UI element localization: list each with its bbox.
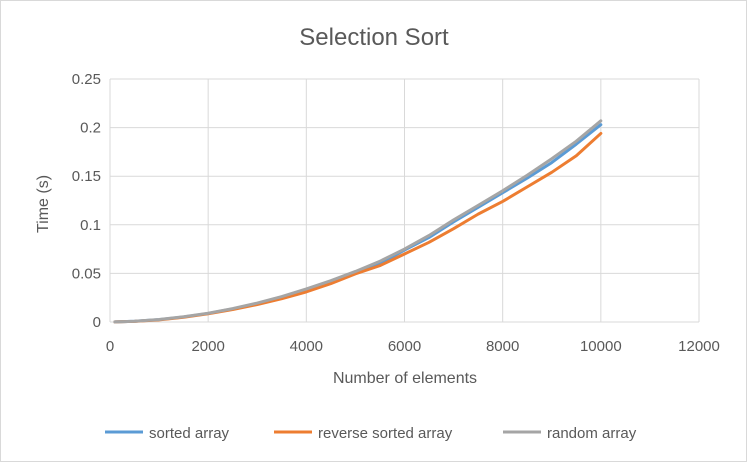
series-line-reverse-sorted-array — [113, 131, 603, 324]
series-lines — [113, 119, 603, 324]
legend-label: random array — [547, 425, 637, 442]
x-tick-label: 12000 — [678, 338, 720, 355]
y-tick-label: 0 — [93, 314, 101, 331]
y-tick-label: 0.15 — [72, 168, 101, 185]
x-axis-label: Number of elements — [333, 370, 477, 387]
legend-label: sorted array — [149, 425, 230, 442]
x-tick-label: 6000 — [388, 338, 421, 355]
y-tick-label: 0.05 — [72, 265, 101, 282]
legend-entry-reverse-sorted-array: reverse sorted array — [274, 425, 453, 442]
legend: sorted array reverse sorted array random… — [105, 425, 637, 442]
legend-entry-random-array: random array — [503, 425, 637, 442]
x-tick-label: 4000 — [290, 338, 323, 355]
gridlines — [109, 78, 700, 323]
legend-entry-sorted-array: sorted array — [105, 425, 230, 442]
legend-label: reverse sorted array — [318, 425, 453, 442]
x-tick-label: 8000 — [486, 338, 519, 355]
x-tick-label: 0 — [106, 338, 114, 355]
y-tick-label: 0.25 — [72, 71, 101, 88]
y-tick-label: 0.2 — [80, 120, 101, 137]
chart-title: Selection Sort — [299, 24, 449, 51]
x-tick-label: 10000 — [580, 338, 622, 355]
series-line-random-array — [113, 119, 603, 324]
series-line-sorted-array — [113, 123, 603, 324]
x-tick-label: 2000 — [191, 338, 224, 355]
y-axis-ticks: 0 0.05 0.1 0.15 0.2 0.25 — [72, 71, 101, 331]
y-tick-label: 0.1 — [80, 217, 101, 234]
y-axis-label: Time (s) — [35, 175, 52, 233]
x-axis-ticks: 0 2000 4000 6000 8000 10000 12000 — [106, 338, 720, 355]
